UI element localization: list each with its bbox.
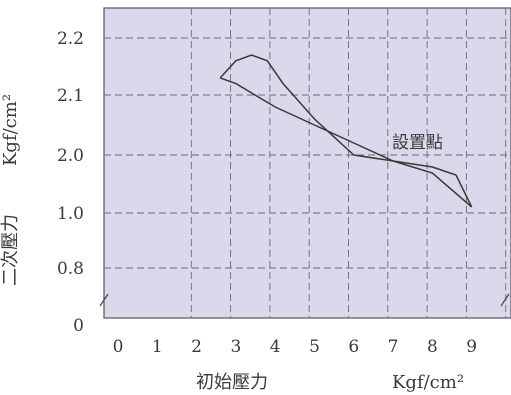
y-tick-label: 0.8 bbox=[57, 259, 84, 279]
grid bbox=[104, 8, 511, 318]
lower-branch-line bbox=[219, 77, 473, 208]
y-tick-label: 2.0 bbox=[57, 146, 84, 166]
axis-break-mark bbox=[99, 293, 109, 307]
tick-labels: 0 1 2 3 4 5 6 7 8 9 2.2 2.1 2.0 1.0 0.8 0 bbox=[57, 29, 477, 357]
upper-branch-line bbox=[219, 54, 473, 208]
x-tick-label: 1 bbox=[152, 337, 163, 357]
setpoint-annotation: 設置點 bbox=[392, 133, 443, 153]
x-tick-label: 0 bbox=[113, 337, 124, 357]
axis-break-mark bbox=[500, 293, 510, 307]
y-tick-label: 2.2 bbox=[57, 29, 84, 49]
series-layer bbox=[219, 54, 473, 208]
x-tick-label: 6 bbox=[348, 337, 359, 357]
x-axis-unit: Kgf/cm² bbox=[392, 372, 464, 393]
y-axis-title: 二次壓力 bbox=[0, 214, 21, 286]
plot-area bbox=[103, 7, 511, 319]
x-tick-label: 9 bbox=[466, 337, 477, 357]
x-tick-label: 5 bbox=[309, 337, 320, 357]
x-tick-label: 4 bbox=[270, 337, 281, 357]
y-tick-label: 1.0 bbox=[57, 204, 84, 224]
x-tick-label: 7 bbox=[388, 337, 399, 357]
y-tick-label: 2.1 bbox=[57, 86, 84, 106]
y-axis-unit: Kgf/cm² bbox=[0, 94, 21, 166]
x-tick-label: 8 bbox=[427, 337, 438, 357]
x-tick-label: 3 bbox=[230, 337, 241, 357]
x-tick-label: 2 bbox=[191, 337, 202, 357]
axis-break-marks bbox=[99, 293, 510, 307]
x-axis-title: 初始壓力 bbox=[196, 372, 268, 393]
y-tick-label: 0 bbox=[73, 316, 84, 336]
